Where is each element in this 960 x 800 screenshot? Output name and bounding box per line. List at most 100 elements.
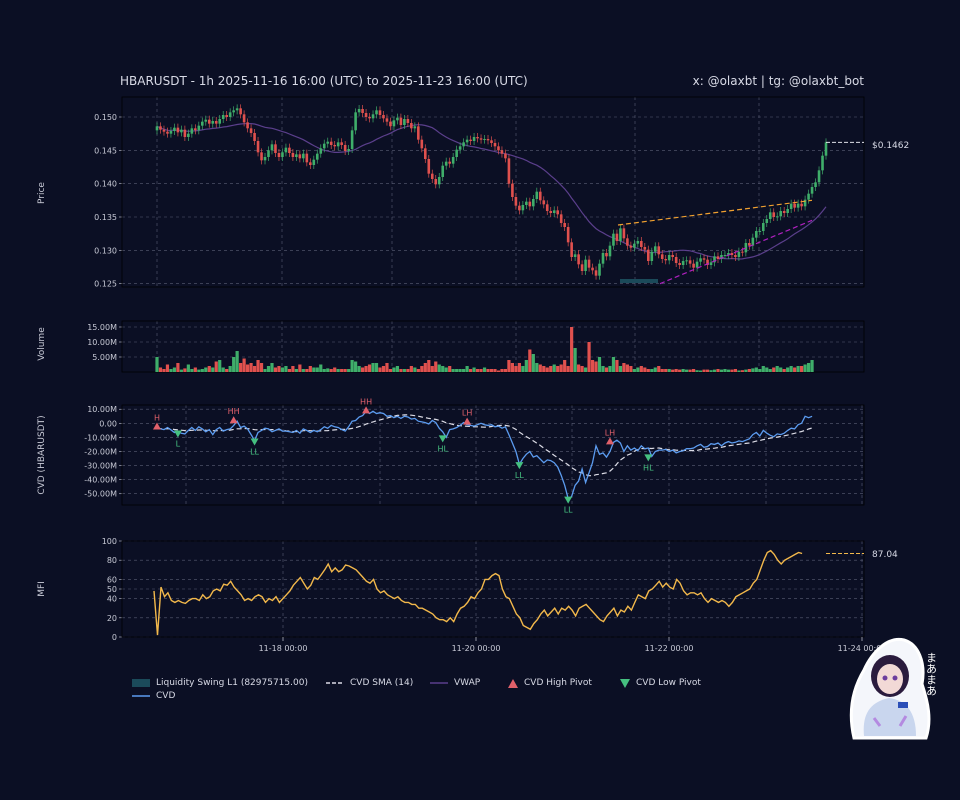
- volume-bar: [768, 369, 772, 372]
- volume-bar: [479, 369, 483, 372]
- candle-body: [758, 231, 762, 232]
- volume-bar: [413, 367, 417, 372]
- legend-item-liquidity: Liquidity Swing L1 (82975715.00): [132, 678, 308, 688]
- candle-body: [490, 140, 493, 143]
- volume-bar: [294, 369, 298, 372]
- volume-bar: [308, 366, 312, 372]
- volume-bar: [730, 369, 734, 372]
- candle-body: [458, 146, 462, 150]
- volume-bar: [590, 360, 595, 372]
- volume-bar: [573, 348, 577, 372]
- candle-body: [786, 209, 789, 213]
- volume-bar: [350, 360, 354, 372]
- volume-bar: [367, 364, 372, 372]
- cvd-pivot-label: LH: [605, 428, 615, 437]
- candle-body: [162, 129, 166, 132]
- volume-bar: [315, 367, 319, 372]
- candle-body: [556, 210, 560, 215]
- candle-body: [765, 219, 769, 223]
- candle-body: [350, 130, 354, 149]
- candle-body: [427, 159, 431, 174]
- volume-bar: [737, 370, 741, 372]
- candle-body: [329, 141, 333, 145]
- candle-body: [532, 199, 535, 207]
- cvd-high-pivot-marker: [463, 417, 472, 425]
- volume-bar: [604, 367, 609, 372]
- triangle-up-icon: [508, 678, 518, 688]
- candle-body: [699, 258, 702, 262]
- cvd-pivot-label: HH: [228, 407, 240, 416]
- candle-body: [734, 255, 737, 257]
- candle-body: [741, 251, 744, 253]
- candle-body: [263, 157, 267, 161]
- candle-body: [302, 153, 305, 159]
- candle-body: [410, 123, 413, 129]
- liquidity-swatch: [132, 679, 150, 687]
- volume-bar: [270, 363, 274, 372]
- candle-body: [549, 211, 553, 213]
- volume-bar: [695, 370, 699, 372]
- y-tick-label: 0.145: [94, 146, 117, 155]
- candle-body: [709, 262, 713, 265]
- candle-body: [469, 139, 472, 141]
- volume-bar: [193, 367, 197, 372]
- volume-bar: [301, 369, 305, 372]
- volume-bar: [329, 369, 333, 372]
- volume-bar: [416, 369, 420, 372]
- candle-body: [727, 253, 730, 255]
- candle-body: [336, 142, 340, 147]
- volume-bar: [287, 369, 292, 372]
- candle-body: [629, 245, 633, 248]
- volume-bar: [747, 369, 751, 372]
- volume-bar: [200, 369, 204, 372]
- volume-ylabel: Volume: [37, 327, 47, 361]
- volume-bar: [789, 366, 793, 372]
- volume-bar: [566, 366, 570, 372]
- volume-bar: [556, 366, 560, 372]
- volume-bar: [364, 366, 368, 372]
- volume-bar: [594, 361, 598, 372]
- volume-bar: [420, 366, 424, 372]
- cvd-high-pivot-marker: [362, 406, 371, 414]
- volume-bar: [462, 369, 466, 372]
- candle-body: [319, 148, 323, 154]
- candle-body: [479, 138, 483, 140]
- volume-bar: [197, 369, 201, 372]
- candle-body: [577, 254, 580, 265]
- candle-body: [375, 110, 378, 115]
- volume-bar: [636, 367, 640, 372]
- y-tick-label: 0.125: [94, 280, 117, 289]
- volume-bar: [190, 369, 194, 372]
- volume-bar: [521, 366, 525, 372]
- candle-body: [197, 125, 201, 131]
- volume-bar: [158, 367, 163, 372]
- volume-bar: [657, 366, 661, 372]
- candle-body: [465, 139, 469, 143]
- volume-bar: [211, 367, 215, 372]
- y-tick-label: 0: [112, 633, 117, 642]
- volume-bar: [468, 369, 473, 372]
- volume-bar: [806, 363, 811, 372]
- candle-body: [817, 170, 821, 183]
- volume-bar: [761, 366, 765, 372]
- candle-body: [615, 233, 619, 241]
- volume-bar: [312, 367, 316, 372]
- y-tick-label: -40.00M: [84, 476, 117, 485]
- volume-bar: [378, 367, 382, 372]
- volume-bar: [643, 367, 647, 372]
- volume-bar: [664, 369, 668, 372]
- candle-body: [559, 214, 563, 223]
- volume-bar: [437, 364, 441, 372]
- volume-bar: [343, 369, 347, 372]
- volume-bar: [259, 363, 264, 372]
- y-tick-label: 20: [107, 614, 117, 623]
- candle-body: [472, 137, 476, 141]
- volume-bar: [744, 369, 748, 372]
- resistance-trendline: [617, 199, 813, 226]
- volume-bar: [800, 366, 804, 372]
- volume-bar: [702, 369, 706, 372]
- volume-bar: [444, 367, 448, 372]
- candle-body: [538, 191, 542, 201]
- candle-body: [810, 187, 814, 194]
- volume-bar: [545, 367, 549, 372]
